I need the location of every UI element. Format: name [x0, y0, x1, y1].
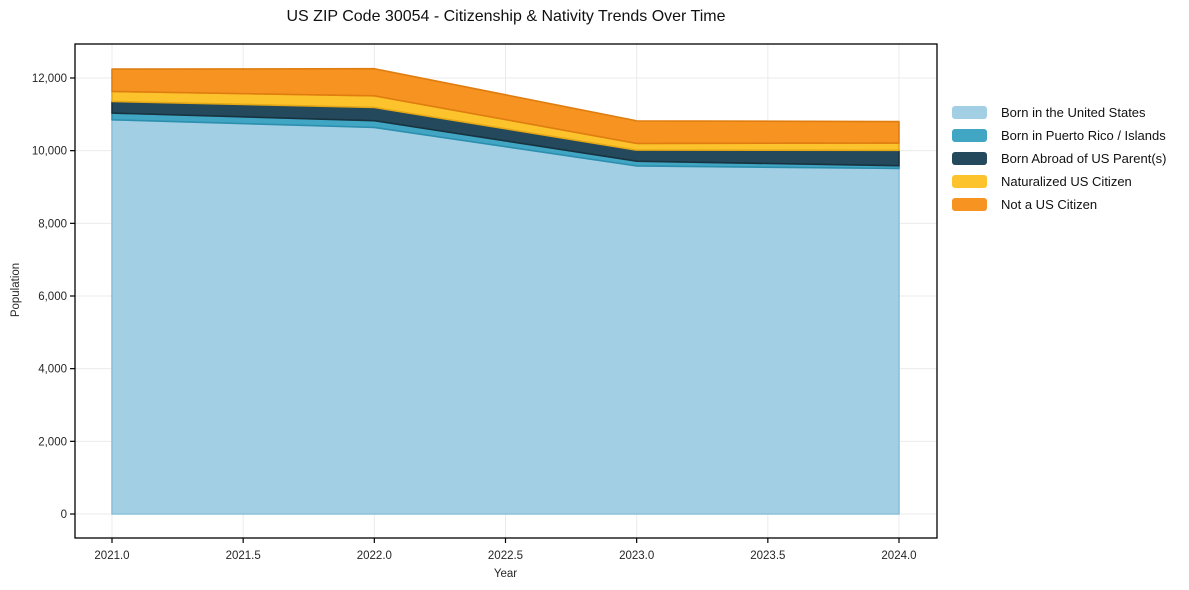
- x-tick-label: 2021.0: [94, 550, 129, 562]
- legend: Born in the United States Born in Puerto …: [952, 101, 1166, 216]
- legend-swatch: [952, 175, 987, 188]
- legend-swatch: [952, 152, 987, 165]
- y-tick-label: 10,000: [32, 146, 67, 158]
- legend-label: Not a US Citizen: [1001, 197, 1098, 212]
- x-tick-label: 2023.0: [619, 550, 654, 562]
- axis-ticks: [70, 77, 900, 543]
- x-tick-label: 2021.5: [226, 550, 261, 562]
- y-tick-label: 0: [61, 509, 67, 521]
- y-tick-label: 8,000: [38, 218, 67, 230]
- y-tick-label: 4,000: [38, 364, 67, 376]
- legend-item-2: Born Abroad of US Parent(s): [952, 147, 1166, 170]
- legend-item-3: Naturalized US Citizen: [952, 170, 1166, 193]
- area-series-4: [111, 67, 900, 145]
- legend-label: Born Abroad of US Parent(s): [1001, 151, 1167, 166]
- tick-labels: 2021.0 2021.5 2022.0 2022.5 2023.0 2023.5 2024…: [32, 73, 917, 562]
- legend-item-1: Born in Puerto Rico / Islands: [952, 124, 1166, 147]
- area-series-0: [111, 118, 900, 515]
- legend-swatch: [952, 198, 987, 211]
- y-tick-label: 2,000: [38, 436, 67, 448]
- y-tick-label: 12,000: [32, 73, 67, 85]
- x-tick-label: 2022.5: [488, 550, 523, 562]
- x-tick-label: 2023.5: [750, 550, 785, 562]
- x-tick-label: 2024.0: [881, 550, 916, 562]
- y-tick-label: 6,000: [38, 291, 67, 303]
- x-axis-label: Year: [494, 568, 517, 580]
- legend-label: Naturalized US Citizen: [1001, 174, 1132, 189]
- y-axis-label: Population: [10, 263, 22, 317]
- legend-item-0: Born in the United States: [952, 101, 1166, 124]
- chart-title: US ZIP Code 30054 - Citizenship & Nativi…: [286, 8, 726, 25]
- legend-swatch: [952, 129, 987, 142]
- legend-item-4: Not a US Citizen: [952, 193, 1166, 216]
- legend-label: Born in Puerto Rico / Islands: [1001, 128, 1166, 143]
- legend-label: Born in the United States: [1001, 105, 1146, 120]
- x-tick-label: 2022.0: [357, 550, 392, 562]
- legend-swatch: [952, 106, 987, 119]
- area-series: [111, 67, 900, 515]
